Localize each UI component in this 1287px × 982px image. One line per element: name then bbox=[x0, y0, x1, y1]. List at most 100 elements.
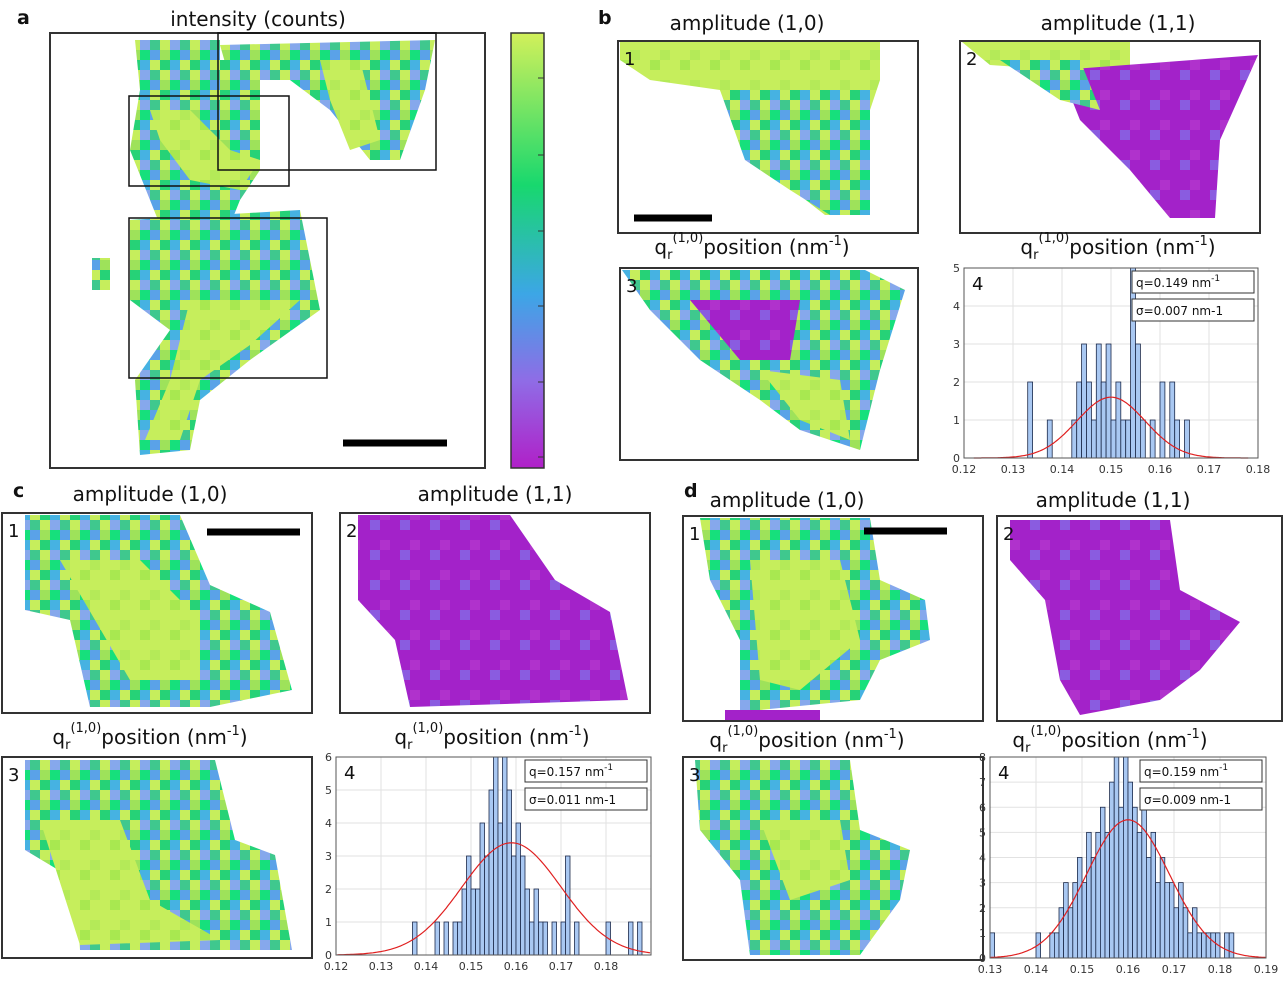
title-part: (1,0) bbox=[1038, 231, 1069, 246]
bar bbox=[1188, 933, 1193, 958]
title-part: -1 bbox=[884, 727, 897, 742]
bar bbox=[1068, 908, 1073, 958]
x-tick-label: 0.14 bbox=[1050, 463, 1075, 476]
bar bbox=[1229, 933, 1234, 958]
annotation: q=0.159 nm-1 bbox=[1144, 763, 1228, 779]
title-part: -1 bbox=[1187, 727, 1200, 742]
bar bbox=[480, 823, 485, 955]
bar bbox=[1116, 382, 1121, 458]
y-tick-label: 5 bbox=[953, 262, 960, 275]
x-tick-label: 0.16 bbox=[504, 960, 529, 973]
y-tick-label: 0 bbox=[953, 452, 960, 465]
bar bbox=[507, 790, 512, 955]
bar bbox=[1202, 933, 1207, 958]
title-part: r bbox=[65, 738, 71, 753]
title-part: q bbox=[394, 725, 407, 749]
bar bbox=[435, 922, 440, 955]
title-part: -1 bbox=[829, 234, 842, 249]
bar bbox=[458, 922, 463, 955]
bar bbox=[1087, 382, 1092, 458]
bar bbox=[1082, 344, 1087, 458]
y-tick-label: 3 bbox=[325, 850, 332, 863]
panel-label: d bbox=[684, 480, 698, 502]
title-part: position (nm bbox=[703, 235, 829, 259]
y-tick-label: 6 bbox=[325, 751, 332, 764]
bar bbox=[476, 889, 481, 955]
title-part: (1,0) bbox=[727, 724, 758, 739]
chart-title: qr(1,0)position (nm-1) bbox=[654, 231, 849, 263]
panel-label: a bbox=[17, 7, 30, 29]
bar bbox=[498, 823, 503, 955]
chart-title: amplitude (1,0) bbox=[710, 488, 865, 512]
colorbar bbox=[511, 33, 544, 468]
bar bbox=[1156, 883, 1161, 958]
annotation-sup: -1 bbox=[1211, 274, 1220, 284]
title-part: ) bbox=[1208, 235, 1216, 259]
annotation: σ=0.007 nm-1 bbox=[1136, 304, 1223, 318]
title-part: -1 bbox=[1195, 234, 1208, 249]
x-tick-label: 0.14 bbox=[1024, 963, 1049, 976]
bar bbox=[1091, 858, 1096, 959]
bar bbox=[629, 922, 634, 955]
panel-index: 3 bbox=[689, 765, 700, 786]
chart-title: qr(1,0)position (nm-1) bbox=[52, 721, 247, 753]
y-tick-label: 4 bbox=[953, 300, 960, 313]
panel-index: 2 bbox=[1003, 524, 1014, 545]
x-tick-label: 0.18 bbox=[1246, 463, 1271, 476]
title-part: (1,0) bbox=[1030, 724, 1061, 739]
bar bbox=[990, 933, 995, 958]
annotation: σ=0.009 nm-1 bbox=[1144, 793, 1231, 807]
bar bbox=[525, 889, 530, 955]
x-tick-label: 0.16 bbox=[1116, 963, 1141, 976]
chart-title: qr(1,0)position (nm-1) bbox=[709, 724, 904, 756]
bar bbox=[467, 856, 472, 955]
bar bbox=[1028, 382, 1033, 458]
title-part: ) bbox=[240, 725, 248, 749]
panel-index: 1 bbox=[624, 49, 635, 70]
bar bbox=[1087, 832, 1092, 958]
bar bbox=[1192, 908, 1197, 958]
bar bbox=[1136, 344, 1141, 458]
title-part: r bbox=[722, 741, 728, 756]
panel-label: b bbox=[598, 7, 612, 29]
bar bbox=[1100, 807, 1105, 958]
bar bbox=[462, 889, 467, 955]
bar bbox=[1131, 268, 1136, 458]
panel-index: 4 bbox=[972, 274, 983, 295]
x-tick-label: 0.17 bbox=[549, 960, 574, 973]
panel-index: 4 bbox=[344, 763, 355, 784]
x-tick-label: 0.13 bbox=[369, 960, 394, 973]
y-tick-label: 8 bbox=[979, 751, 986, 764]
bar bbox=[1128, 782, 1133, 958]
bar bbox=[444, 922, 449, 955]
y-tick-label: 2 bbox=[953, 376, 960, 389]
title-part: position (nm bbox=[1069, 235, 1195, 259]
title-part: (1,0) bbox=[70, 721, 101, 736]
y-tick-label: 1 bbox=[953, 414, 960, 427]
chart-title: amplitude (1,1) bbox=[418, 482, 573, 506]
bar bbox=[1082, 883, 1087, 958]
bar bbox=[1047, 420, 1052, 458]
bar bbox=[1137, 832, 1142, 958]
x-tick-label: 0.18 bbox=[594, 960, 619, 973]
title-part: r bbox=[1033, 248, 1039, 263]
bar bbox=[1077, 858, 1082, 959]
bar bbox=[1211, 933, 1216, 958]
title-part: q bbox=[52, 725, 65, 749]
panel-index: 2 bbox=[346, 521, 357, 542]
title-part: ) bbox=[842, 235, 850, 259]
chart-title: intensity (counts) bbox=[170, 7, 346, 31]
bar bbox=[566, 856, 571, 955]
title-part: q bbox=[1012, 728, 1025, 752]
panel-index: 1 bbox=[8, 521, 19, 542]
bar bbox=[1174, 908, 1179, 958]
bar bbox=[543, 922, 548, 955]
y-tick-label: 1 bbox=[325, 916, 332, 929]
bar bbox=[1050, 933, 1055, 958]
title-part: q bbox=[709, 728, 722, 752]
x-tick-label: 0.16 bbox=[1148, 463, 1173, 476]
map-region bbox=[725, 710, 820, 720]
x-tick-label: 0.15 bbox=[459, 960, 484, 973]
bar bbox=[1140, 420, 1145, 458]
x-tick-label: 0.19 bbox=[1254, 963, 1279, 976]
